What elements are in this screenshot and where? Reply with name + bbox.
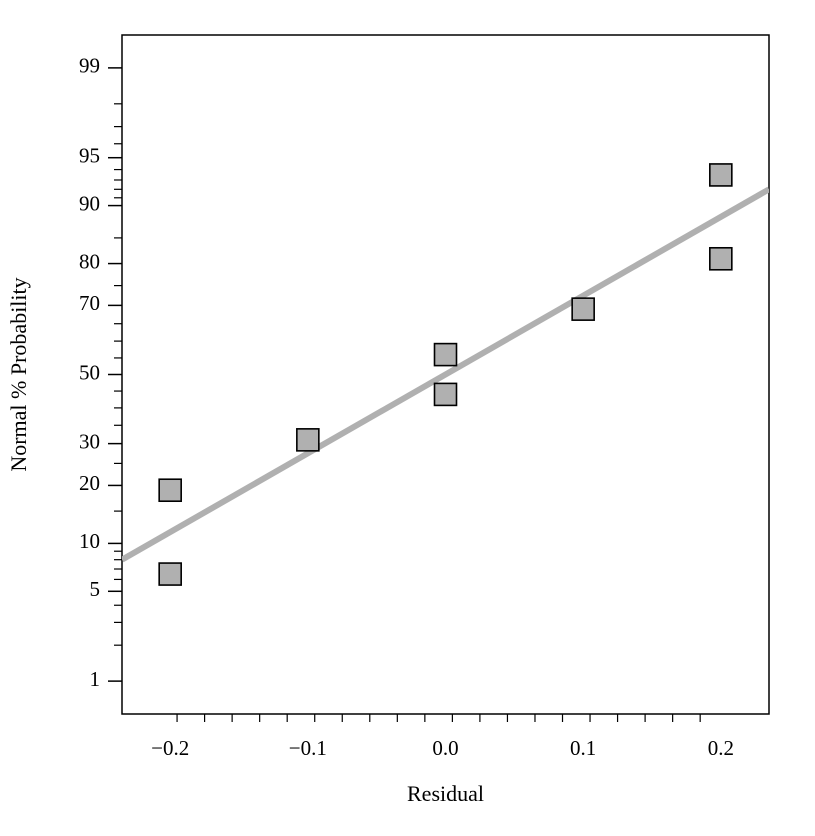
data-point bbox=[710, 248, 732, 270]
y-tick-label: 5 bbox=[90, 577, 101, 601]
x-axis-title: Residual bbox=[407, 781, 484, 806]
data-point bbox=[159, 563, 181, 585]
probability-plot: −0.2 −0.1 0.0 0.1 0.2 Residual 1 5 10 20 30 50 70 80 9… bbox=[0, 0, 815, 836]
y-tick-label: 50 bbox=[79, 360, 100, 384]
data-point bbox=[435, 383, 457, 405]
y-tick-label: 80 bbox=[79, 249, 100, 273]
y-tick-label: 1 bbox=[90, 667, 101, 691]
y-tick-label: 10 bbox=[79, 529, 100, 553]
x-tick-label: 0.1 bbox=[570, 736, 596, 760]
y-tick-label: 95 bbox=[79, 144, 100, 168]
y-tick-label: 70 bbox=[79, 291, 100, 315]
data-point bbox=[297, 429, 319, 451]
x-tick-label: 0.0 bbox=[432, 736, 458, 760]
x-tick-label: −0.2 bbox=[151, 736, 189, 760]
y-tick-label: 99 bbox=[79, 54, 100, 78]
data-point bbox=[159, 479, 181, 501]
y-tick-label: 90 bbox=[79, 191, 100, 215]
y-tick-label: 30 bbox=[79, 429, 100, 453]
data-point bbox=[435, 344, 457, 366]
data-point bbox=[710, 164, 732, 186]
data-point bbox=[572, 298, 594, 320]
y-axis-title: Normal % Probability bbox=[6, 277, 31, 471]
y-tick-label: 20 bbox=[79, 471, 100, 495]
x-tick-label: −0.1 bbox=[289, 736, 327, 760]
x-tick-label: 0.2 bbox=[708, 736, 734, 760]
